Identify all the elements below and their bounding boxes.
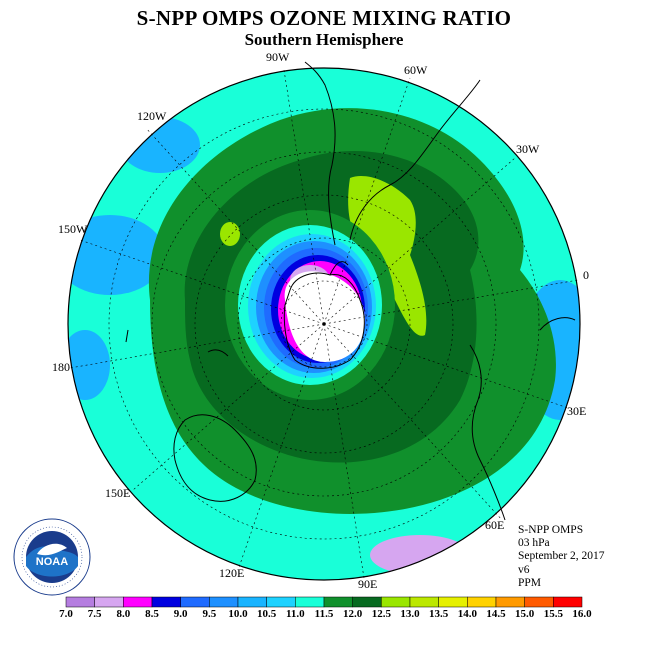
info-level: 03 hPa (518, 537, 550, 550)
info-instrument: S-NPP OMPS (518, 524, 584, 536)
colorbar-tick-label: 8.0 (116, 608, 131, 620)
colorbar-tick-label: 15.0 (515, 608, 535, 620)
colorbar-tick-label: 10.0 (228, 608, 248, 620)
lime-patch-small (220, 222, 240, 246)
map-border (67, 67, 581, 581)
lon-label-180: 180 (52, 360, 70, 374)
colorbar-tick-label: 12.0 (343, 608, 363, 620)
colorbar-swatch (438, 596, 468, 608)
lon-label-30e: 30E (567, 404, 587, 418)
australia-coast (173, 414, 257, 502)
colorbar-tick-label: 8.5 (145, 608, 159, 620)
map-title: S-NPP OMPS OZONE MIXING RATIO (136, 6, 512, 30)
info-block: S-NPP OMPS 03 hPa September 2, 2017 v6 P… (518, 524, 605, 590)
colorbar-tick-label: 13.0 (400, 608, 420, 620)
meridians (69, 69, 579, 579)
colorbar-tick-label: 7.0 (59, 608, 73, 620)
lon-label-0: 0 (583, 268, 589, 282)
colorbar-tick-label: 10.5 (257, 608, 277, 620)
lon-label-30w: 30W (516, 142, 540, 156)
colorbar-swatch (524, 596, 554, 608)
lon-label-90e: 90E (358, 577, 378, 591)
africa-coast (469, 344, 506, 521)
lon-label-90w: 90W (266, 50, 290, 64)
colorbar-tick-label: 9.5 (202, 608, 217, 620)
colorbar-swatch (467, 596, 497, 608)
lon-label-120e: 120E (219, 566, 245, 580)
colorbar-swatch (495, 596, 525, 608)
colorbar-swatch (381, 596, 411, 608)
colorbar-swatch (209, 596, 239, 608)
colorbar-tick-label: 9.0 (173, 608, 188, 620)
colorbar-tick-label: 13.5 (429, 608, 449, 620)
colorbar-tick-label: 11.0 (286, 608, 305, 620)
colorbar-swatch (123, 596, 153, 608)
colorbar-tick-label: 11.5 (314, 608, 334, 620)
colorbar-tick-label: 7.5 (87, 608, 102, 620)
new-zealand-coast (125, 329, 129, 343)
latitude-circles (108, 108, 540, 540)
colorbar-swatch (151, 596, 181, 608)
colorbar-swatch (237, 596, 267, 608)
colorbar-swatch (295, 596, 325, 608)
antarctica-coast (283, 272, 365, 369)
colorbar-swatch (94, 596, 124, 608)
colorbar-swatch (409, 596, 439, 608)
lon-label-60w: 60W (404, 63, 428, 77)
logo-text: NOAA (36, 556, 68, 568)
tasmania-coast (207, 349, 229, 357)
colorbar-swatch (553, 596, 583, 608)
lime-patch-main (348, 176, 427, 336)
colorbar-tick-label: 15.5 (543, 608, 563, 620)
map-subtitle: Southern Hemisphere (244, 30, 404, 49)
info-date: September 2, 2017 (518, 550, 605, 563)
colorbar-swatch (352, 596, 382, 608)
south-pole-marker (322, 322, 326, 326)
ozone-field (68, 68, 580, 580)
lon-label-120w: 120W (137, 109, 167, 123)
coastlines (125, 61, 576, 521)
africa-east-coast (539, 317, 576, 331)
lon-label-60e: 60E (485, 518, 505, 532)
colorbar-swatch (180, 596, 210, 608)
colorbar-tick-label: 16.0 (572, 608, 592, 620)
colorbar-tick-label: 12.5 (371, 608, 391, 620)
colorbar-tick-label: 14.5 (486, 608, 506, 620)
no-data-center (284, 271, 365, 362)
colorbar-swatch (266, 596, 296, 608)
colorbar-swatch (323, 596, 353, 608)
south-america-west (304, 61, 336, 246)
colorbar-swatch (65, 596, 95, 608)
info-version: v6 (518, 563, 530, 576)
info-units: PPM (518, 576, 542, 589)
noaa-logo: NOAA (13, 518, 91, 596)
lon-label-150w: 150W (58, 222, 88, 236)
antarctic-peninsula (329, 261, 349, 276)
colorbar-tick-label: 14.0 (457, 608, 477, 620)
lon-label-150e: 150E (105, 486, 131, 500)
south-america-east (349, 79, 481, 241)
